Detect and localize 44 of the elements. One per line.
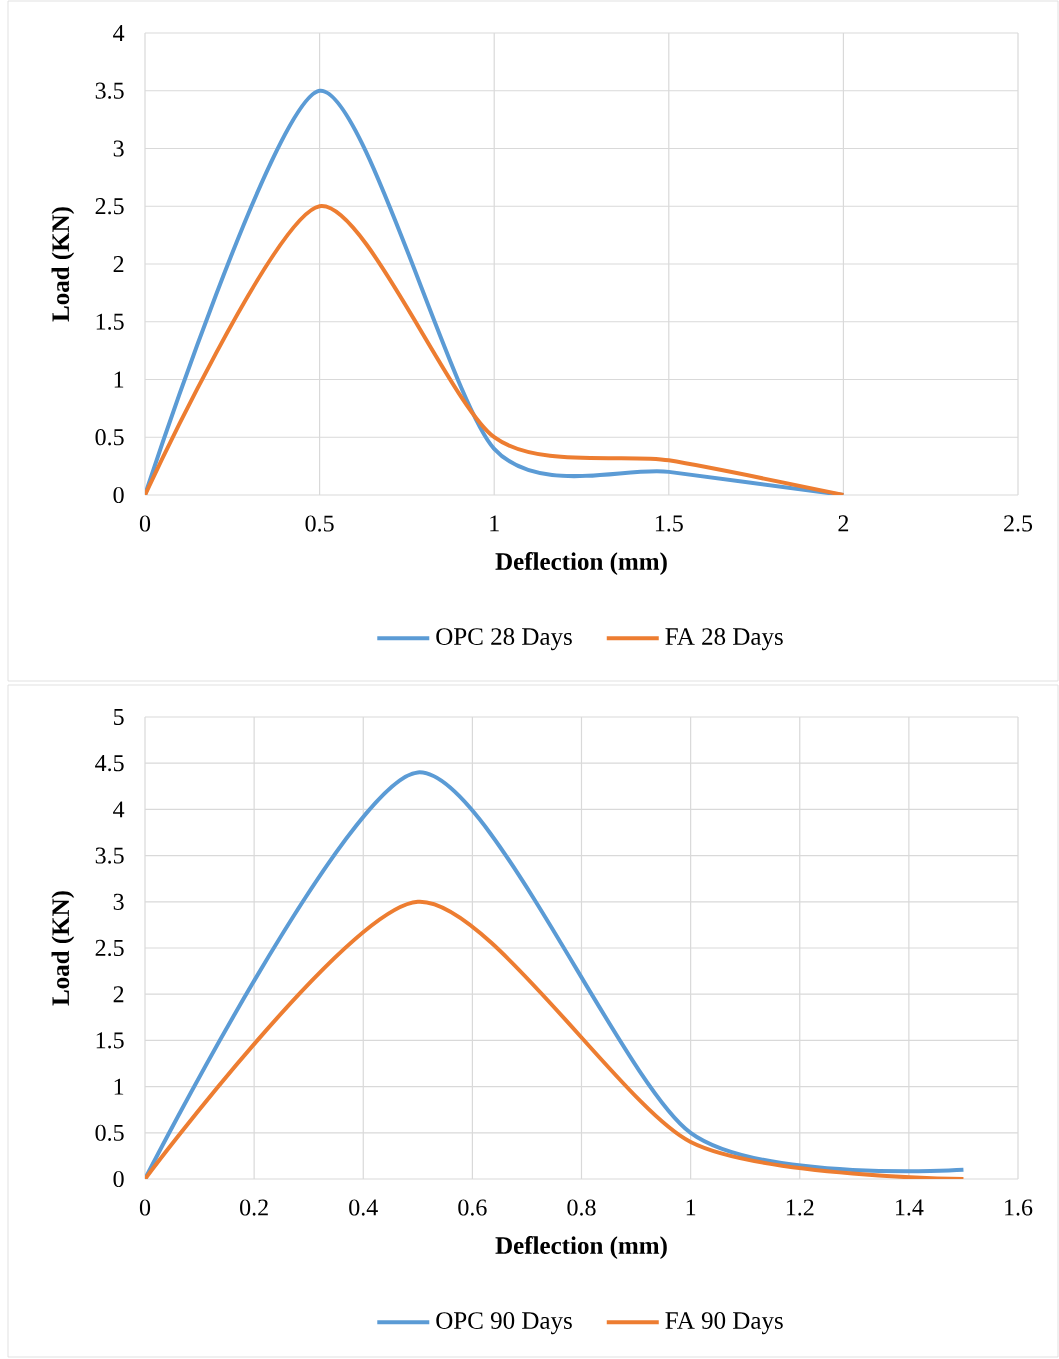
y-tick-label: 2 xyxy=(113,256,124,272)
y-tick-label: 2.5 xyxy=(95,939,124,957)
x-tick-label: 0.6 xyxy=(458,1199,487,1216)
legend-label: OPC 90 Days xyxy=(436,1312,572,1335)
y-tick-label: 3 xyxy=(113,893,124,910)
y-tick-label: 1 xyxy=(114,371,124,388)
y-tick-label: 3.5 xyxy=(95,82,124,99)
legend-label: FA 90 Days xyxy=(665,1312,783,1335)
x-tick-label: 1.2 xyxy=(786,1199,814,1216)
x-tick-label: 0.4 xyxy=(349,1199,378,1216)
x-tick-label: 0 xyxy=(139,515,151,532)
x-tick-label: 0 xyxy=(139,1199,151,1216)
y-tick-label: 2.5 xyxy=(95,198,124,215)
y-axis-title: Load (KN) xyxy=(51,891,75,1006)
y-tick-label: 1.5 xyxy=(96,313,124,330)
y-tick-label: 0.5 xyxy=(95,429,124,446)
x-tick-label: 0.8 xyxy=(567,1199,596,1216)
y-tick-label: 3 xyxy=(113,140,124,157)
x-tick-label: 1 xyxy=(686,1199,696,1216)
x-tick-label: 0.5 xyxy=(305,515,334,532)
y-tick-label: 0 xyxy=(113,486,124,504)
x-tick-label: 0.2 xyxy=(240,1199,268,1216)
x-tick-label: 1 xyxy=(490,515,499,532)
x-tick-label: 2 xyxy=(838,515,849,532)
x-tick-label: 1.6 xyxy=(1005,1199,1033,1216)
x-tick-label: 1.4 xyxy=(896,1199,924,1216)
x-tick-label: 2.5 xyxy=(1004,515,1033,532)
y-tick-label: 4 xyxy=(113,25,125,41)
y-axis-title: Load (KN) xyxy=(51,207,75,322)
x-axis-title: Deflection (mm) xyxy=(495,552,667,575)
y-tick-label: 3.5 xyxy=(95,847,124,864)
y-tick-label: 5 xyxy=(114,709,124,725)
y-tick-label: 1.5 xyxy=(96,1032,124,1049)
legend-label: FA 28 Days xyxy=(665,628,783,651)
x-axis-title: Deflection (mm) xyxy=(495,1236,667,1260)
line-series xyxy=(145,204,846,495)
x-tick-label: 1.5 xyxy=(655,515,683,532)
y-tick-label: 4.5 xyxy=(95,755,124,772)
y-tick-label: 1 xyxy=(114,1078,124,1095)
y-tick-label: 2 xyxy=(113,986,124,1003)
y-tick-label: 4 xyxy=(113,801,125,818)
y-tick-label: 0 xyxy=(113,1170,124,1188)
y-tick-label: 0.5 xyxy=(95,1124,124,1141)
legend-label: OPC 28 Days xyxy=(436,628,572,651)
